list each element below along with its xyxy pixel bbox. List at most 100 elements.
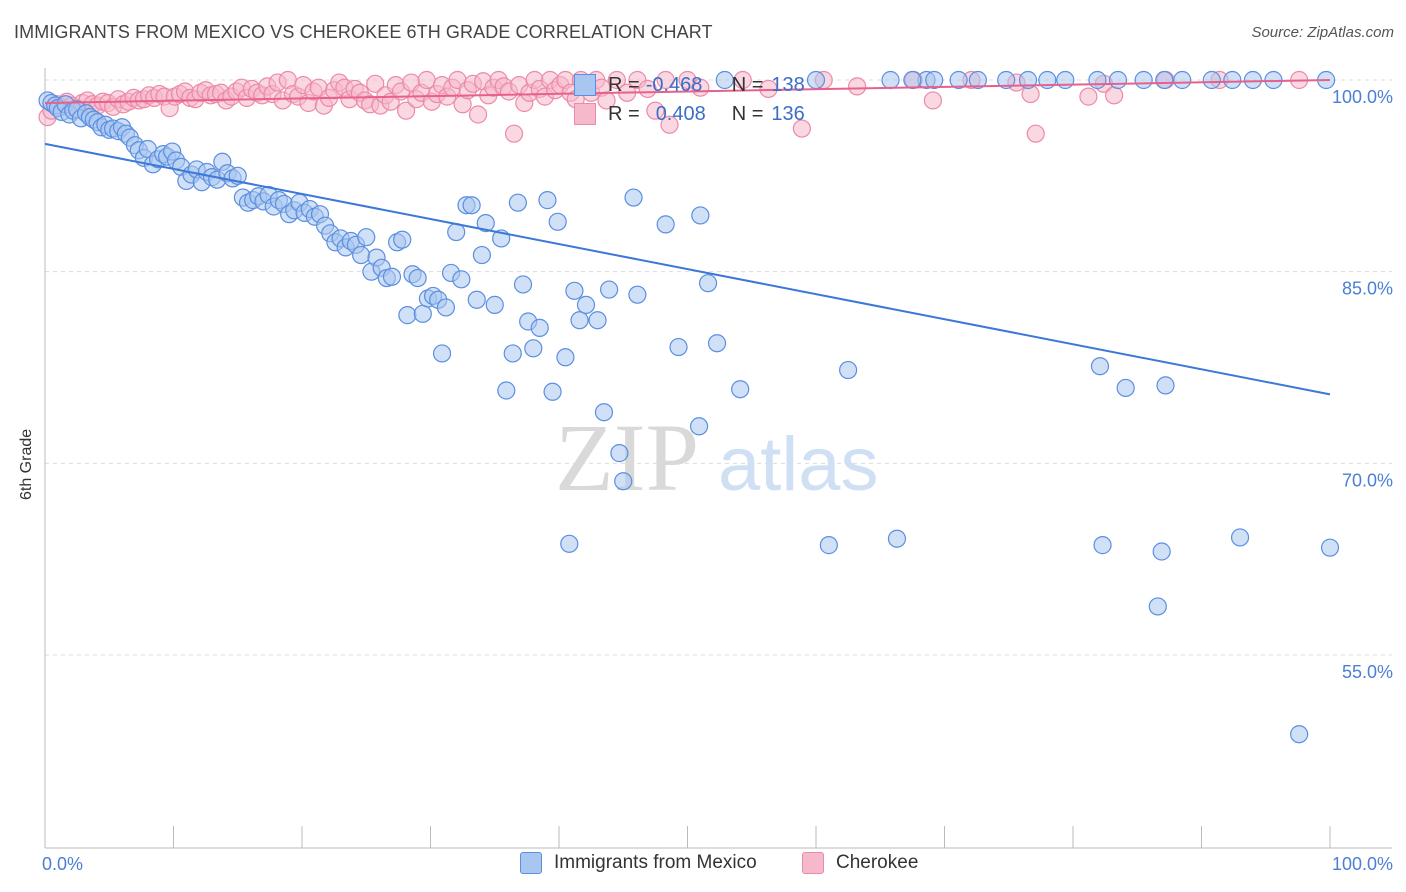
mexico-point bbox=[1148, 597, 1167, 616]
mexico-point bbox=[997, 70, 1016, 90]
mexico-point bbox=[691, 206, 710, 225]
mexico-point bbox=[530, 318, 549, 337]
legend-item-cherokee[interactable]: Cherokee bbox=[802, 852, 918, 874]
mexico-point bbox=[1173, 70, 1192, 90]
mexico-point bbox=[1088, 70, 1107, 90]
mexico-point bbox=[524, 339, 543, 358]
mexico-point bbox=[436, 298, 456, 317]
cherokee-trend-line bbox=[44, 79, 1331, 104]
cherokee-point bbox=[792, 119, 811, 138]
cherokee-point bbox=[656, 70, 675, 90]
cherokee-point bbox=[1079, 87, 1098, 106]
n-label: N = bbox=[731, 102, 764, 125]
mexico-point bbox=[1108, 70, 1128, 90]
mexico-point bbox=[610, 444, 629, 463]
axes bbox=[44, 68, 1392, 849]
mexico-point bbox=[485, 295, 504, 314]
mexico-point bbox=[576, 295, 596, 314]
mexico-point bbox=[1134, 70, 1153, 90]
mexico-point bbox=[1090, 357, 1110, 376]
cherokee-swatch bbox=[574, 103, 596, 125]
chart-title: IMMIGRANTS FROM MEXICO VS CHEROKEE 6TH G… bbox=[14, 22, 713, 42]
cherokee-point bbox=[468, 105, 488, 124]
mexico-point bbox=[413, 304, 432, 323]
mexico-point bbox=[949, 70, 968, 90]
mexico-point bbox=[467, 290, 486, 309]
cherokee-point bbox=[848, 77, 867, 96]
cherokee-point bbox=[417, 70, 436, 90]
cherokee-point bbox=[1105, 86, 1124, 105]
y-tick-label: 70.0% bbox=[1342, 470, 1393, 490]
mexico-point bbox=[925, 70, 944, 90]
mexico-point bbox=[600, 280, 619, 299]
mexico-point bbox=[452, 270, 471, 289]
legend-swatch-mexico bbox=[520, 852, 542, 874]
mexico-point bbox=[508, 193, 527, 212]
r-label: R = bbox=[608, 102, 640, 125]
mexico-point bbox=[656, 215, 675, 234]
mexico-point bbox=[398, 306, 417, 325]
mexico-point bbox=[903, 70, 922, 90]
source-label: Source: ZipAtlas.com bbox=[1251, 24, 1394, 41]
mexico-point bbox=[1156, 376, 1175, 395]
mexico-point bbox=[1290, 725, 1309, 744]
mexico-point bbox=[382, 267, 402, 286]
stats-row-mexico: R = -0.468 N = 138 bbox=[574, 70, 805, 100]
mexico-point bbox=[1320, 538, 1340, 557]
mexico-point bbox=[1116, 378, 1135, 398]
mexico-point bbox=[538, 191, 557, 210]
mexico-point bbox=[548, 212, 567, 231]
stats-row-cherokee: R = 0.408 N = 136 bbox=[574, 99, 805, 129]
tick-labels: 100.0% 85.0% 70.0% 55.0% 0.0% 100.0% bbox=[42, 87, 1393, 874]
mexico-point bbox=[503, 344, 522, 363]
legend-label-mexico: Immigrants from Mexico bbox=[554, 852, 757, 873]
mexico-point bbox=[357, 228, 376, 247]
n-value: 136 bbox=[771, 102, 805, 125]
watermark-atlas: atlas bbox=[718, 422, 879, 507]
mexico-point bbox=[887, 529, 907, 548]
mexico-point bbox=[1152, 542, 1171, 561]
legend-item-mexico[interactable]: Immigrants from Mexico bbox=[520, 852, 757, 874]
x-tick-label: 0.0% bbox=[42, 854, 83, 874]
cherokee-point bbox=[923, 91, 943, 110]
cherokee-point bbox=[733, 70, 752, 90]
cherokee-point bbox=[396, 101, 416, 120]
mexico-point bbox=[698, 274, 718, 293]
mexico-point bbox=[881, 70, 900, 90]
y-tick-label: 55.0% bbox=[1342, 662, 1393, 682]
mexico-point bbox=[472, 245, 491, 265]
mexico-point bbox=[839, 360, 858, 380]
mexico-point bbox=[543, 382, 562, 401]
r-value: -0.468 bbox=[645, 73, 703, 96]
mexico-point bbox=[565, 281, 584, 300]
mexico-point bbox=[731, 380, 750, 399]
mexico-point bbox=[588, 311, 607, 330]
mexico-point bbox=[819, 536, 838, 555]
mexico-point bbox=[352, 245, 371, 265]
mexico-points bbox=[38, 70, 1340, 744]
mexico-point bbox=[624, 188, 643, 207]
cherokee-point bbox=[366, 74, 385, 93]
mexico-point bbox=[1243, 70, 1263, 90]
cherokee-point bbox=[660, 115, 679, 134]
mexico-point bbox=[689, 417, 709, 436]
stats-box: R = -0.468 N = 138 R = 0.408 N = 136 bbox=[552, 68, 826, 132]
y-tick-label: 85.0% bbox=[1342, 279, 1393, 299]
mexico-point bbox=[497, 381, 516, 400]
cherokee-point bbox=[646, 101, 665, 120]
mexico-point bbox=[669, 337, 688, 357]
mexico-point bbox=[1155, 70, 1174, 90]
mexico-point bbox=[707, 334, 727, 353]
mexico-point bbox=[715, 70, 734, 90]
mexico-point bbox=[476, 214, 495, 233]
mexico-point bbox=[570, 311, 589, 330]
mexico-point bbox=[968, 70, 988, 90]
cherokee-point bbox=[607, 70, 626, 90]
n-value: 138 bbox=[771, 73, 805, 96]
mexico-point bbox=[1202, 70, 1221, 90]
mexico-point bbox=[560, 534, 579, 553]
mexico-point bbox=[614, 472, 633, 491]
cherokee-point bbox=[597, 91, 616, 110]
mexico-point bbox=[513, 275, 533, 294]
